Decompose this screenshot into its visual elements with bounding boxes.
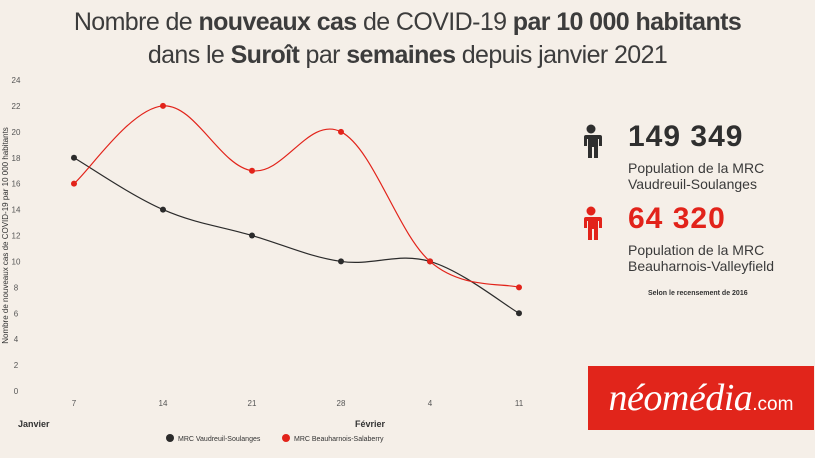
data-point	[71, 180, 77, 187]
census-note: Selon le recensement de 2016	[648, 290, 748, 297]
legend-label: MRC Beauharnois-Salaberry	[294, 436, 384, 443]
neomedia-logo[interactable]: néomédia .com	[588, 366, 814, 430]
data-point	[427, 258, 433, 265]
y-tick-label: 20	[12, 128, 21, 137]
data-point	[516, 284, 522, 291]
y-axis-label: Nombre de nouveaux cas de COVID-19 par 1…	[1, 127, 10, 344]
x-tick-label: 11	[515, 399, 524, 408]
logo-main: néomédia	[608, 377, 753, 419]
chart-title: Nombre de nouveaux cas de COVID-19 par 1…	[0, 6, 815, 72]
data-point	[160, 206, 166, 213]
y-tick-label: 8	[14, 283, 19, 292]
legend-label: MRC Vaudreuil-Soulanges	[178, 436, 261, 443]
title-line-1: Nombre de nouveaux cas de COVID-19 par 1…	[0, 6, 815, 39]
data-point	[249, 167, 255, 174]
month-label: Février	[355, 419, 386, 429]
legend-marker	[282, 434, 290, 442]
y-tick-label: 16	[12, 180, 21, 189]
data-point	[160, 102, 166, 109]
x-tick-label: 7	[72, 399, 77, 408]
y-tick-label: 2	[14, 361, 19, 370]
title-segment: depuis janvier 2021	[455, 41, 668, 69]
stat-desc-line2: Beauharnois-Valleyfield	[628, 258, 775, 274]
x-tick-label: 21	[248, 399, 257, 408]
data-point	[338, 128, 344, 135]
y-tick-label: 4	[14, 335, 19, 344]
stat-description: Population de la MRC Beauharnois-Valleyf…	[628, 242, 774, 274]
title-segment: de COVID-19	[356, 8, 513, 36]
stat-description: Population de la MRC Vaudreuil-Soulanges	[628, 160, 764, 192]
person-icon	[582, 206, 602, 240]
title-segment: par 10 000 habitants	[512, 8, 742, 36]
y-tick-label: 24	[12, 76, 21, 85]
stat-desc-line1: Population de la MRC	[628, 160, 765, 176]
y-tick-label: 22	[12, 102, 21, 111]
y-tick-label: 12	[12, 232, 21, 241]
title-segment: Suroît	[230, 41, 300, 69]
x-tick-label: 4	[428, 399, 433, 408]
title-segment: par	[299, 41, 347, 69]
title-segment: dans le	[147, 41, 231, 69]
title-segment: Nombre de	[73, 8, 199, 36]
stat-number: 149 349	[628, 120, 744, 153]
title-line-2: dans le Suroît par semaines depuis janvi…	[0, 39, 815, 72]
y-tick-label: 10	[12, 257, 21, 266]
title-segment: nouveaux cas	[198, 8, 357, 36]
series-line-0	[73, 157, 520, 314]
x-tick-label: 14	[159, 399, 168, 408]
y-tick-label: 14	[12, 206, 21, 215]
data-point	[516, 310, 522, 317]
data-point	[71, 154, 77, 161]
title-segment: semaines	[346, 41, 456, 69]
y-tick-label: 0	[14, 387, 19, 396]
stat-desc-line1: Population de la MRC	[628, 242, 765, 258]
stat-number: 64 320	[628, 202, 726, 235]
stat-desc-line2: Vaudreuil-Soulanges	[628, 176, 757, 192]
data-point	[338, 258, 344, 265]
data-point	[249, 232, 255, 239]
y-tick-label: 18	[12, 154, 21, 163]
logo-tld: .com	[752, 394, 794, 415]
person-icon	[582, 124, 602, 158]
legend-marker	[166, 434, 174, 442]
y-tick-label: 6	[14, 309, 19, 318]
series-line-1	[73, 105, 520, 288]
x-tick-label: 28	[337, 399, 346, 408]
month-label: Janvier	[18, 419, 50, 429]
